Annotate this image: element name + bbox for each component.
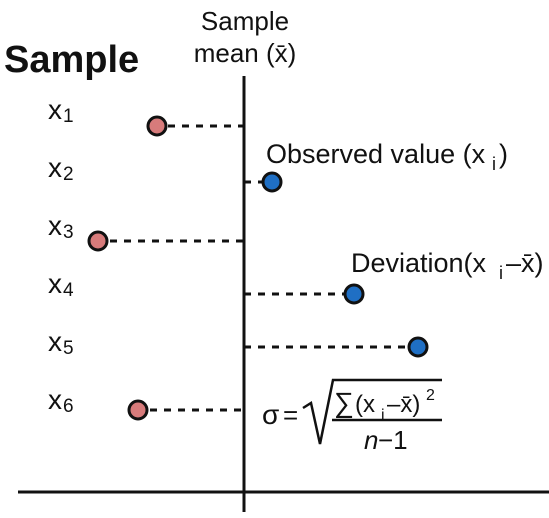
svg-text:Observed value (x: Observed value (x bbox=[266, 139, 486, 169]
svg-text:x: x bbox=[48, 384, 62, 415]
sample-label-5: x 5 bbox=[48, 326, 74, 359]
observed-point-3 bbox=[87, 230, 109, 252]
svg-text:–x̄): –x̄) bbox=[506, 248, 544, 278]
observed-value-annotation: Observed value (x i ) bbox=[266, 139, 508, 174]
std-dev-formula: σ = ∑ (x i –x̄) 2 n −1 bbox=[262, 378, 442, 455]
svg-text:i: i bbox=[381, 407, 385, 424]
deviation-annotation: Deviation(x i –x̄) bbox=[351, 248, 544, 283]
title: Sample bbox=[4, 39, 139, 81]
sample-label-2: x 2 bbox=[48, 152, 74, 185]
sample-label-4: x 4 bbox=[48, 268, 74, 301]
observed-point-5 bbox=[407, 336, 429, 358]
svg-text:−1: −1 bbox=[378, 425, 408, 455]
svg-text:5: 5 bbox=[63, 338, 74, 359]
observed-point-6 bbox=[127, 399, 149, 421]
svg-text:x: x bbox=[48, 210, 62, 241]
observed-point-4 bbox=[343, 283, 365, 305]
mean-label-line2: mean (x̄) bbox=[194, 38, 297, 68]
mean-label-line1: Sample bbox=[201, 6, 289, 36]
svg-text:i: i bbox=[499, 263, 503, 283]
radical-sign bbox=[302, 378, 442, 445]
svg-text:x: x bbox=[48, 326, 62, 357]
svg-text:6: 6 bbox=[63, 396, 74, 417]
svg-text:x: x bbox=[48, 94, 62, 125]
svg-text:Deviation(x: Deviation(x bbox=[351, 248, 487, 278]
sample-label-6: x 6 bbox=[48, 384, 74, 417]
svg-text:): ) bbox=[499, 139, 508, 169]
svg-text:x: x bbox=[48, 268, 62, 299]
sum-symbol: ∑ bbox=[334, 387, 354, 418]
svg-text:4: 4 bbox=[63, 280, 74, 301]
sample-label-1: x 1 bbox=[48, 94, 74, 127]
svg-text:–x̄): –x̄) bbox=[387, 391, 420, 418]
equals-sign: = bbox=[283, 400, 298, 430]
svg-text:1: 1 bbox=[63, 106, 74, 127]
observed-point-1 bbox=[146, 115, 168, 137]
sigma-symbol: σ bbox=[262, 399, 279, 430]
svg-text:(x: (x bbox=[355, 391, 375, 418]
svg-text:3: 3 bbox=[63, 222, 74, 243]
svg-text:n: n bbox=[364, 425, 378, 455]
sample-label-3: x 3 bbox=[48, 210, 74, 243]
svg-text:x: x bbox=[48, 152, 62, 183]
observed-point-2 bbox=[261, 171, 283, 193]
svg-text:2: 2 bbox=[426, 387, 435, 404]
svg-text:2: 2 bbox=[63, 164, 74, 185]
svg-text:i: i bbox=[492, 154, 496, 174]
